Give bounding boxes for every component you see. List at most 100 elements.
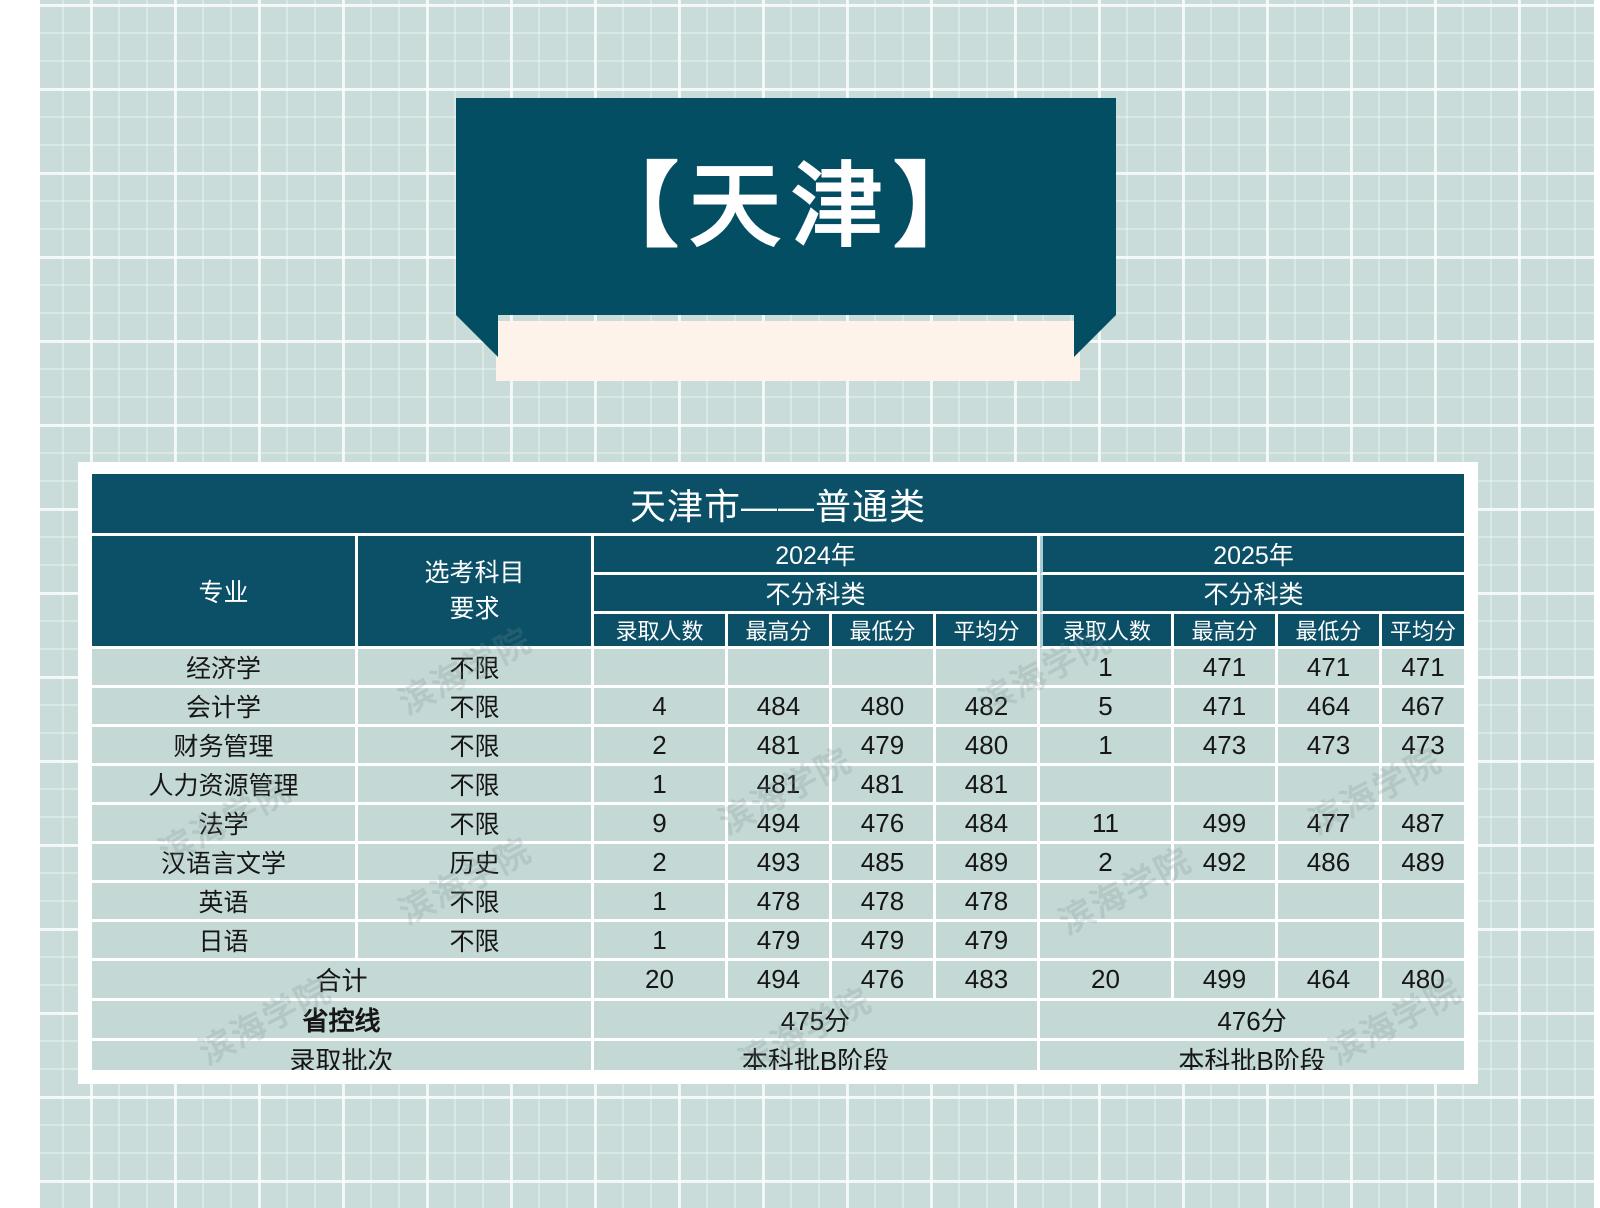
cell-2024-metric-4: 482 xyxy=(936,688,1040,727)
table-row: 法学 不限 9 494 476 484 11 499 477 487 xyxy=(92,805,1464,844)
right-white-margin xyxy=(1594,0,1600,1208)
cell-2025-metric-1: 5 xyxy=(1040,688,1174,727)
cell-2024-metric-4: 480 xyxy=(936,727,1040,766)
table-summary-row: 省控线 475分 476分 xyxy=(92,1001,1464,1041)
table-row: 人力资源管理 不限 1 481 481 481 xyxy=(92,766,1464,805)
cell-2025-metric-1 xyxy=(1040,883,1174,922)
banner-fold-right xyxy=(1074,315,1116,357)
cell-major: 日语 xyxy=(92,922,358,961)
cell-2025-metric-1: 11 xyxy=(1040,805,1174,844)
cell-requirement: 不限 xyxy=(358,649,594,688)
cell-2025-metric-4 xyxy=(1382,883,1464,922)
cell-2025-metric-4 xyxy=(1382,922,1464,961)
cell-2024-metric-2: 484 xyxy=(728,688,832,727)
cell-2025-metric-2 xyxy=(1174,883,1278,922)
cell-summary-2024: 本科批B阶段 xyxy=(594,1041,1040,1070)
cell-2024-metric-4: 484 xyxy=(936,805,1040,844)
cell-2025-metric-1 xyxy=(1040,922,1174,961)
cell-requirement: 历史 xyxy=(358,844,594,883)
cell-summary-label: 省控线 xyxy=(92,1001,594,1041)
cell-summary-2024: 475分 xyxy=(594,1001,1040,1041)
cell-2024-metric-4: 478 xyxy=(936,883,1040,922)
header-subject-requirement: 选考科目 要求 xyxy=(358,536,594,649)
cell-2024-metric-3: 480 xyxy=(832,688,936,727)
cell-summary-2025: 本科批B阶段 xyxy=(1040,1041,1464,1070)
cell-2024-metric-1: 1 xyxy=(594,766,728,805)
cell-2024-metric-1: 4 xyxy=(594,688,728,727)
banner-fold-left xyxy=(456,315,498,357)
cell-summary-2025: 476分 xyxy=(1040,1001,1464,1041)
cell-major: 会计学 xyxy=(92,688,358,727)
cell-total-2024-metric-1: 20 xyxy=(594,961,728,1001)
table-header-row-metrics: 录取人数 最高分 最低分 平均分 录取人数 最高分 最低分 平均分 xyxy=(92,614,1464,649)
table-row: 会计学 不限 4 484 480 482 5 471 464 467 xyxy=(92,688,1464,727)
cell-2025-metric-3: 473 xyxy=(1278,727,1382,766)
cell-2024-metric-4: 479 xyxy=(936,922,1040,961)
cell-total-2024-metric-3: 476 xyxy=(832,961,936,1001)
header-major: 专业 xyxy=(92,536,358,649)
cell-2025-metric-4: 473 xyxy=(1382,727,1464,766)
cell-2025-metric-3: 486 xyxy=(1278,844,1382,883)
cell-2025-metric-1: 1 xyxy=(1040,727,1174,766)
cell-2025-metric-2 xyxy=(1174,922,1278,961)
cell-total-2025-metric-3: 464 xyxy=(1278,961,1382,1001)
table-card: 滨海学院 滨海学院 滨海学院 滨海学院 滨海学院 滨海学院 滨海学院 滨海学院 … xyxy=(78,462,1478,1084)
cell-2025-metric-3: 464 xyxy=(1278,688,1382,727)
header-class-2024: 不分科类 xyxy=(594,575,1040,614)
cell-2024-metric-1: 9 xyxy=(594,805,728,844)
table-inner: 滨海学院 滨海学院 滨海学院 滨海学院 滨海学院 滨海学院 滨海学院 滨海学院 … xyxy=(92,474,1464,1070)
cell-2025-metric-1 xyxy=(1040,766,1174,805)
cell-2024-metric-2 xyxy=(728,649,832,688)
admission-score-table: 天津市——普通类 专业 选考科目 要求 2024年 2025年 不分科类 不分科类 录取人数 最高… xyxy=(92,474,1464,1070)
table-row: 财务管理 不限 2 481 479 480 1 473 473 473 xyxy=(92,727,1464,766)
cell-summary-label: 录取批次 xyxy=(92,1041,594,1070)
header-year-2025: 2025年 xyxy=(1040,536,1464,575)
cell-2025-metric-3: 477 xyxy=(1278,805,1382,844)
cell-requirement: 不限 xyxy=(358,688,594,727)
header-class-2025: 不分科类 xyxy=(1040,575,1464,614)
table-row: 英语 不限 1 478 478 478 xyxy=(92,883,1464,922)
cell-2024-metric-2: 479 xyxy=(728,922,832,961)
cell-2024-metric-1 xyxy=(594,649,728,688)
banner-title: 【天津】 xyxy=(586,152,995,260)
cell-2024-metric-4: 481 xyxy=(936,766,1040,805)
cell-2024-metric-3: 476 xyxy=(832,805,936,844)
cell-requirement: 不限 xyxy=(358,883,594,922)
cell-2025-metric-3 xyxy=(1278,922,1382,961)
banner-cream-sheet xyxy=(496,321,1080,381)
cell-2025-metric-4: 487 xyxy=(1382,805,1464,844)
cell-requirement: 不限 xyxy=(358,922,594,961)
cell-2024-metric-3 xyxy=(832,649,936,688)
header-metric-2024-4: 平均分 xyxy=(936,614,1040,649)
cell-2025-metric-2: 499 xyxy=(1174,805,1278,844)
cell-total-2024-metric-4: 483 xyxy=(936,961,1040,1001)
cell-major: 经济学 xyxy=(92,649,358,688)
cell-2025-metric-2: 492 xyxy=(1174,844,1278,883)
table-caption: 天津市——普通类 xyxy=(92,474,1464,536)
cell-2024-metric-3: 478 xyxy=(832,883,936,922)
header-metric-2024-3: 最低分 xyxy=(832,614,936,649)
cell-2025-metric-3: 471 xyxy=(1278,649,1382,688)
cell-2024-metric-1: 1 xyxy=(594,883,728,922)
cell-2025-metric-4: 489 xyxy=(1382,844,1464,883)
header-metric-2025-2: 最高分 xyxy=(1174,614,1278,649)
header-metric-2024-2: 最高分 xyxy=(728,614,832,649)
cell-2024-metric-2: 481 xyxy=(728,727,832,766)
header-metric-2025-4: 平均分 xyxy=(1382,614,1464,649)
cell-2025-metric-1: 1 xyxy=(1040,649,1174,688)
cell-2025-metric-3 xyxy=(1278,766,1382,805)
banner: 【天津】 xyxy=(456,98,1116,388)
cell-2025-metric-4 xyxy=(1382,766,1464,805)
header-year-2024: 2024年 xyxy=(594,536,1040,575)
cell-2024-metric-3: 481 xyxy=(832,766,936,805)
cell-2025-metric-2: 471 xyxy=(1174,688,1278,727)
cell-total-2024-metric-2: 494 xyxy=(728,961,832,1001)
table-row: 经济学 不限 1 471 471 471 xyxy=(92,649,1464,688)
cell-2024-metric-3: 485 xyxy=(832,844,936,883)
cell-major: 英语 xyxy=(92,883,358,922)
table-row: 汉语言文学 历史 2 493 485 489 2 492 486 489 xyxy=(92,844,1464,883)
cell-2024-metric-4 xyxy=(936,649,1040,688)
cell-2025-metric-4: 471 xyxy=(1382,649,1464,688)
cell-total-2025-metric-4: 480 xyxy=(1382,961,1464,1001)
header-metric-2025-3: 最低分 xyxy=(1278,614,1382,649)
